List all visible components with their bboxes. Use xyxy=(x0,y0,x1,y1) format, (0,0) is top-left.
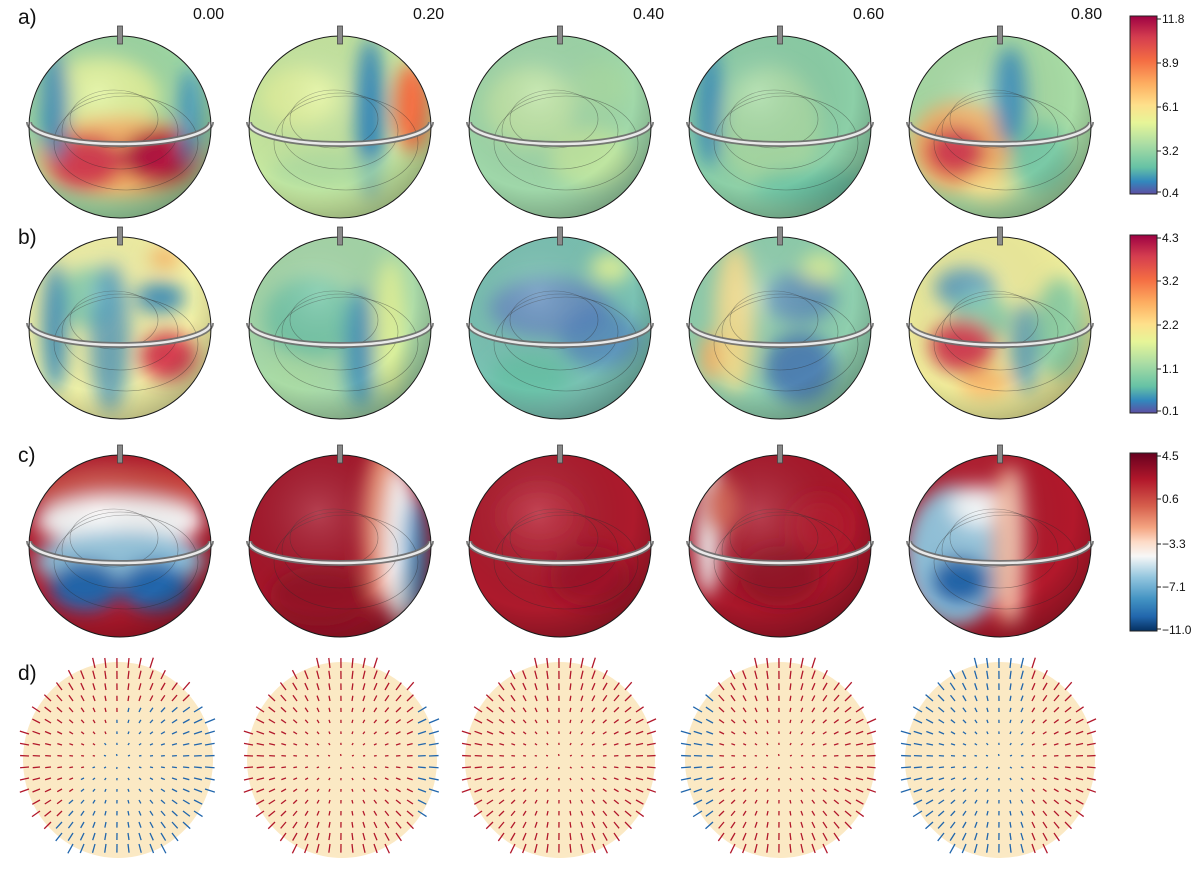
colorbar-c-tick: −7.1 xyxy=(1162,580,1186,594)
colorbar-b xyxy=(1129,234,1158,414)
colorbar-c-tick: −3.3 xyxy=(1162,537,1186,551)
surface-map-sphere xyxy=(906,444,1094,638)
surface-map-sphere xyxy=(246,25,434,219)
surface-map-sphere xyxy=(686,444,874,638)
surface-map-sphere xyxy=(906,25,1094,219)
colorbar-c xyxy=(1129,452,1158,632)
surface-map-sphere xyxy=(246,226,434,420)
magnetic-vector-sphere xyxy=(19,657,216,858)
row-label-c: c) xyxy=(18,444,36,467)
colorbar-a-tick: 0.4 xyxy=(1162,186,1179,200)
magnetic-vector-sphere xyxy=(461,657,657,858)
surface-map-sphere xyxy=(686,226,874,420)
colorbar-b-tick: 3.2 xyxy=(1162,274,1179,288)
colorbar-a xyxy=(1129,15,1158,195)
colorbar-b-tick: 2.2 xyxy=(1162,318,1179,332)
phase-label: 0.40 xyxy=(633,6,665,23)
phase-label: 0.20 xyxy=(413,6,445,23)
surface-map-sphere xyxy=(466,444,654,638)
colorbar-c-tick: 4.5 xyxy=(1162,449,1179,463)
colorbar-b-tick: 0.1 xyxy=(1162,404,1179,418)
magnetic-vector-sphere xyxy=(900,657,1097,858)
surface-map-sphere xyxy=(26,444,214,638)
colorbar-a-tick: 11.8 xyxy=(1162,12,1185,26)
surface-map-sphere xyxy=(26,226,214,420)
colorbar-b-tick: 4.3 xyxy=(1162,231,1179,245)
colorbar-c-tick: 0.6 xyxy=(1162,492,1179,506)
phase-label: 0.60 xyxy=(853,6,885,23)
phase-label: 0.00 xyxy=(193,6,225,23)
colorbar-a-tick: 8.9 xyxy=(1162,56,1179,70)
surface-map-sphere xyxy=(466,25,654,219)
colorbar-b-tick: 1.1 xyxy=(1162,362,1179,376)
row-label-a: a) xyxy=(18,6,37,29)
row-label-d: d) xyxy=(18,662,37,685)
surface-map-sphere xyxy=(686,25,874,219)
row-label-b: b) xyxy=(18,226,37,249)
surface-map-sphere xyxy=(466,226,654,420)
phase-label: 0.80 xyxy=(1071,6,1103,23)
surface-map-sphere xyxy=(26,25,214,219)
colorbar-c-tick: −11.0 xyxy=(1162,623,1192,637)
surface-map-sphere xyxy=(906,226,1094,420)
magnetic-vector-sphere xyxy=(243,657,440,858)
surface-map-sphere xyxy=(246,444,434,638)
colorbar-a-tick: 3.2 xyxy=(1162,144,1179,158)
colorbar-a-tick: 6.1 xyxy=(1162,100,1179,114)
magnetic-vector-sphere xyxy=(680,657,877,858)
